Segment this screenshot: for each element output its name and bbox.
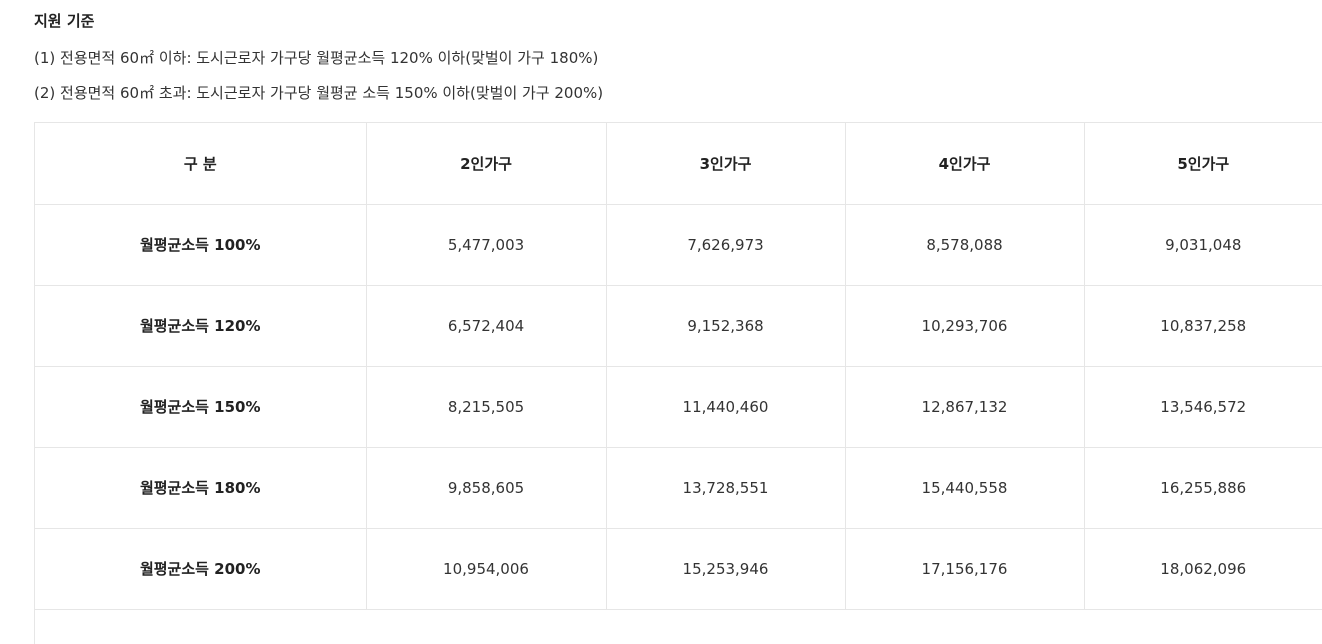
header-3-person: 3인가구 [606,123,846,205]
row-label: 월평균소득 120% [35,285,367,367]
income-table-container: 구 분 2인가구 3인가구 4인가구 5인가구 월평균소득 100% 5,477… [34,122,1322,644]
table-cell: 8,215,505 [366,366,607,448]
table-cell: 13,728,551 [606,447,846,529]
table-cell: 6,572,404 [366,285,607,367]
criteria-line-1: (1) 전용면적 60㎡ 이하: 도시근로자 가구당 월평균소득 120% 이하… [34,49,599,67]
row-label: 월평균소득 180% [35,447,367,529]
table-cell: 7,626,973 [606,204,846,286]
table-row: 월평균소득 180% 9,858,605 13,728,551 15,440,5… [35,447,1322,529]
income-table: 구 분 2인가구 3인가구 4인가구 5인가구 월평균소득 100% 5,477… [35,123,1322,610]
header-4-person: 4인가구 [845,123,1085,205]
table-cell: 10,954,006 [366,528,607,610]
header-2-person: 2인가구 [366,123,607,205]
table-cell: 13,546,572 [1084,366,1322,448]
table-cell: 10,837,258 [1084,285,1322,367]
table-cell: 5,477,003 [366,204,607,286]
row-label: 월평균소득 150% [35,366,367,448]
table-row: 월평균소득 150% 8,215,505 11,440,460 12,867,1… [35,366,1322,448]
table-cell: 17,156,176 [845,528,1085,610]
table-cell: 8,578,088 [845,204,1085,286]
table-cell: 11,440,460 [606,366,846,448]
header-5-person: 5인가구 [1084,123,1322,205]
table-cell: 10,293,706 [845,285,1085,367]
table-cell: 12,867,132 [845,366,1085,448]
section-title: 지원 기준 [34,12,95,30]
table-header-row: 구 분 2인가구 3인가구 4인가구 5인가구 [35,123,1322,205]
table-cell: 9,152,368 [606,285,846,367]
table-row: 월평균소득 200% 10,954,006 15,253,946 17,156,… [35,528,1322,610]
header-category: 구 분 [35,123,367,205]
table-cell: 15,253,946 [606,528,846,610]
table-cell: 15,440,558 [845,447,1085,529]
table-row: 월평균소득 120% 6,572,404 9,152,368 10,293,70… [35,285,1322,367]
table-row: 월평균소득 100% 5,477,003 7,626,973 8,578,088… [35,204,1322,286]
table-cell: 16,255,886 [1084,447,1322,529]
table-cell: 18,062,096 [1084,528,1322,610]
row-label: 월평균소득 100% [35,204,367,286]
row-label: 월평균소득 200% [35,528,367,610]
table-cell: 9,858,605 [366,447,607,529]
table-cell: 9,031,048 [1084,204,1322,286]
criteria-line-2: (2) 전용면적 60㎡ 초과: 도시근로자 가구당 월평균 소득 150% 이… [34,84,604,102]
